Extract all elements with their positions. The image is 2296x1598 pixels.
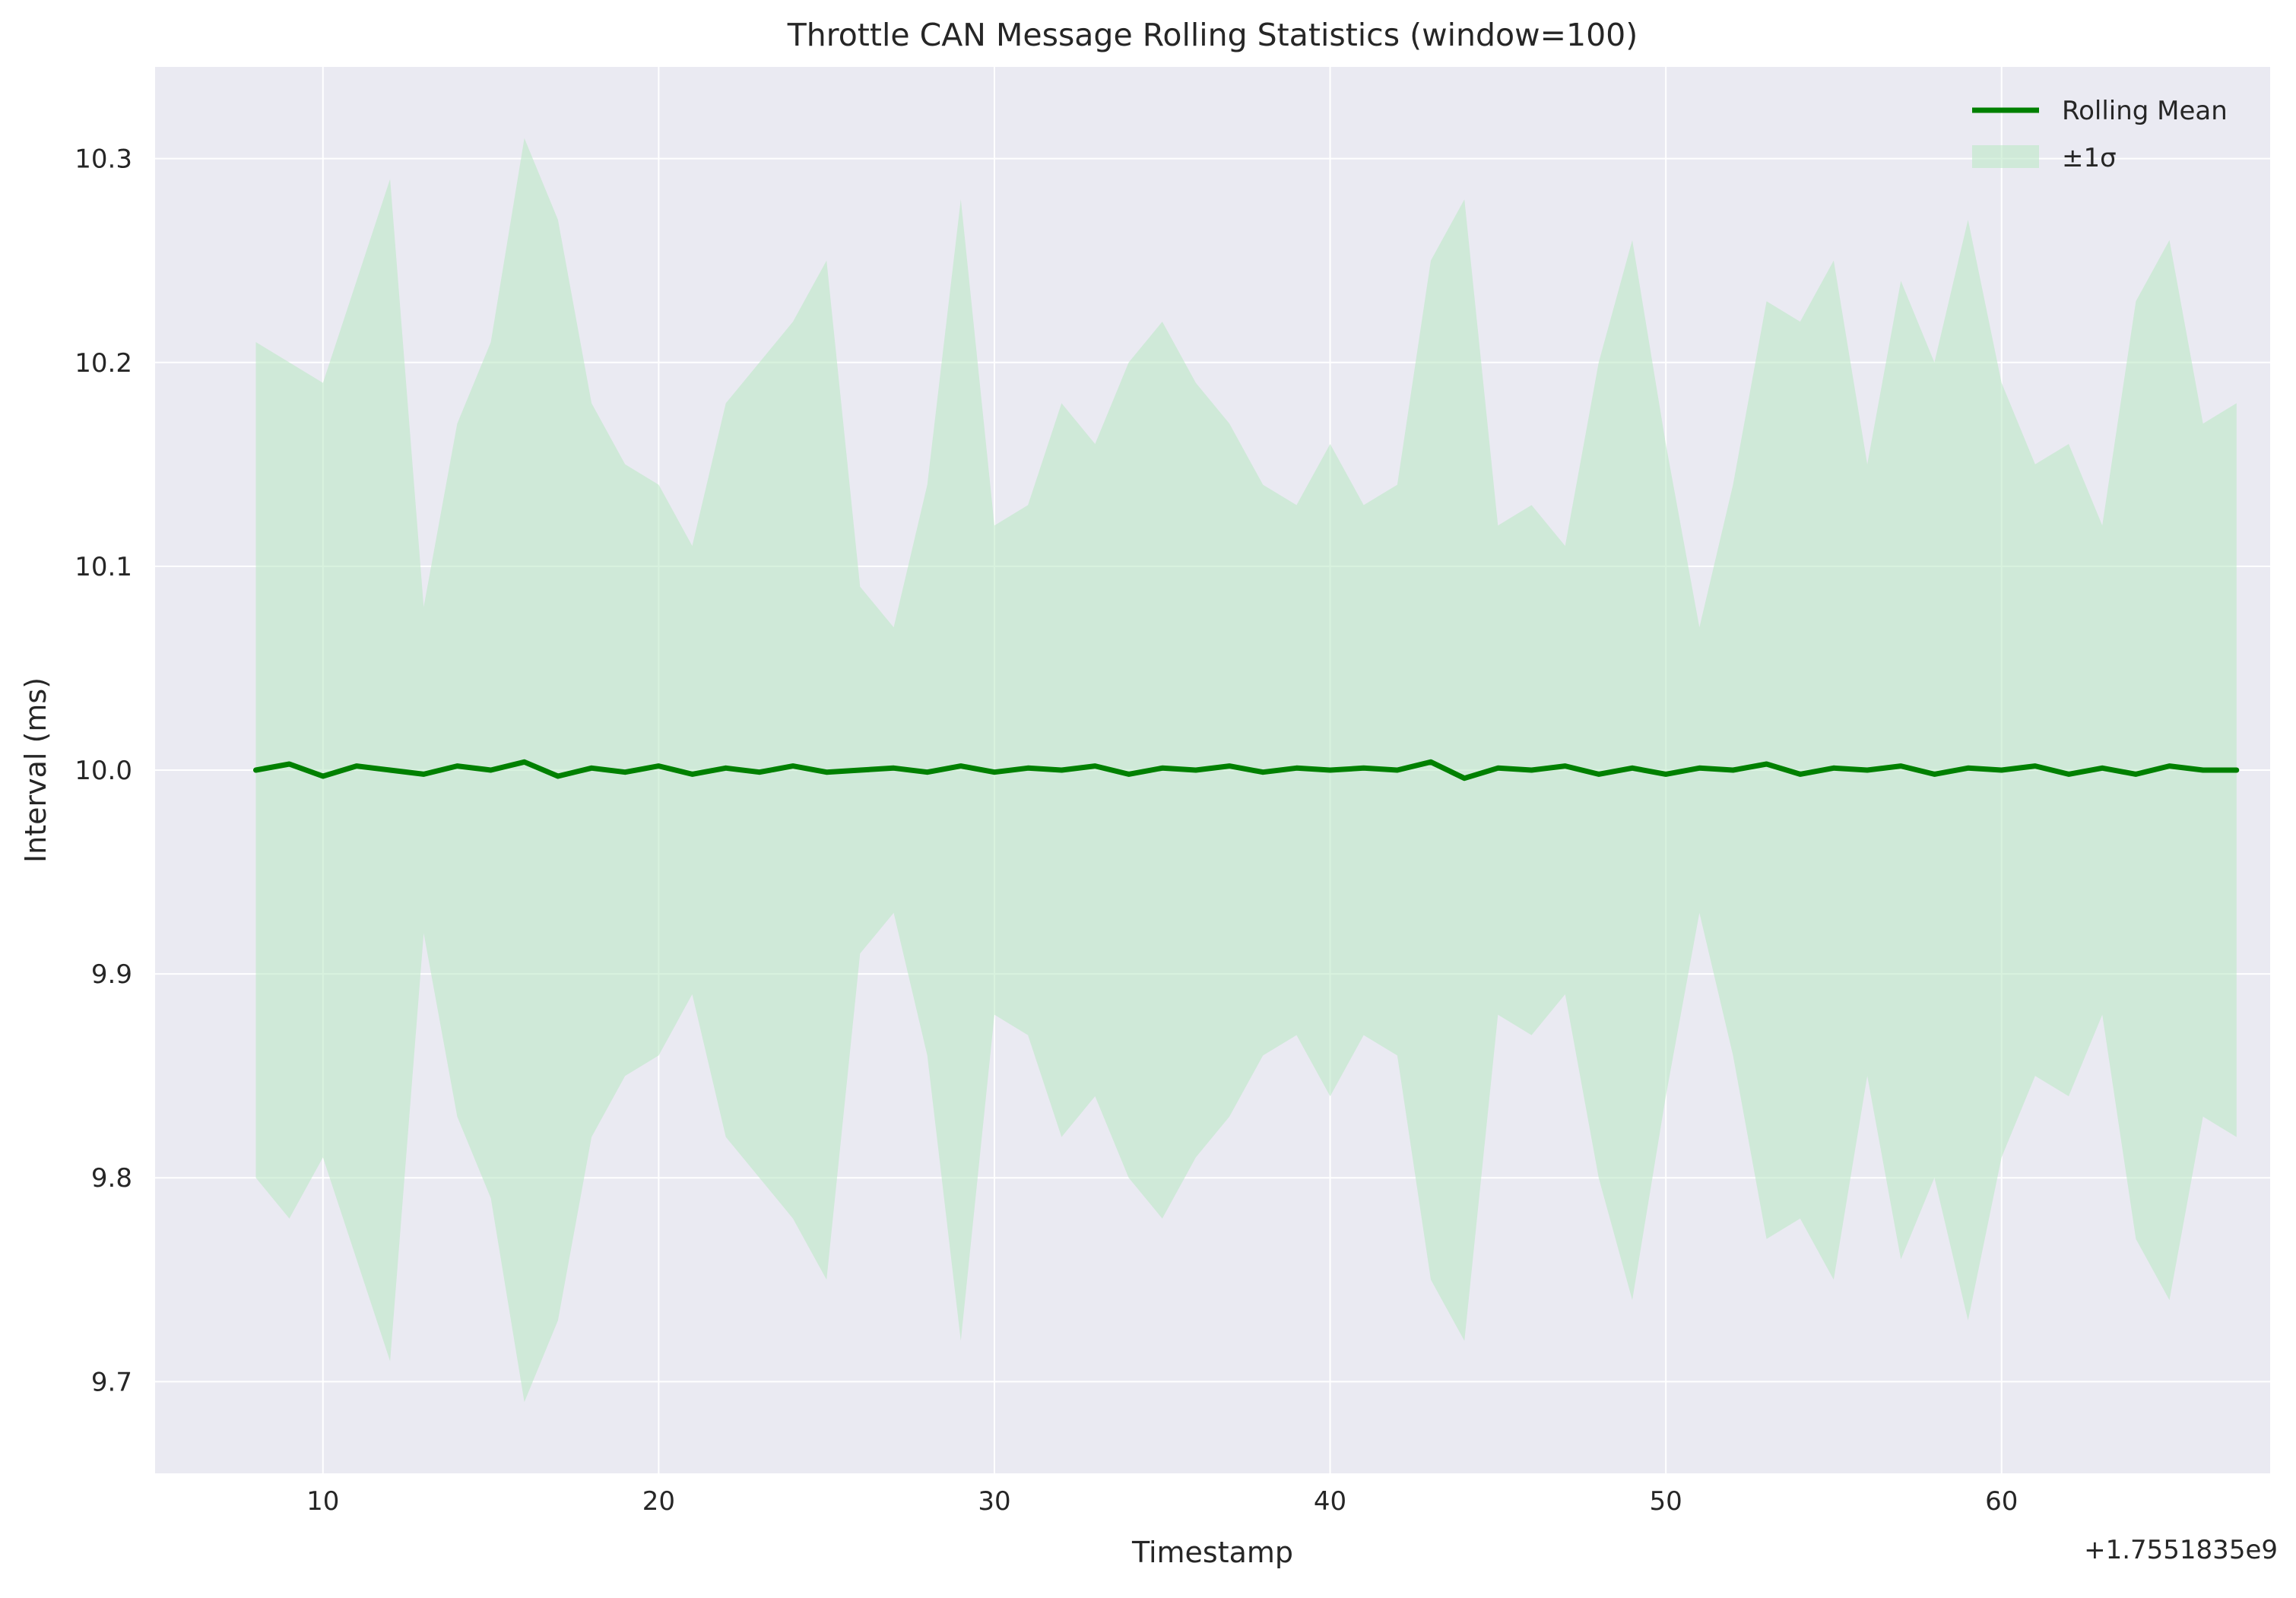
x-tick-label: 40 <box>1314 1486 1346 1517</box>
x-axis-offset-label: +1.7551835e9 <box>2084 1535 2278 1565</box>
x-axis-label: Timestamp <box>1131 1536 1293 1569</box>
legend: Rolling Mean ±1σ <box>1972 96 2228 173</box>
y-tick-label: 10.1 <box>75 552 132 582</box>
rolling-mean-line <box>253 759 2240 782</box>
y-tick-label: 9.7 <box>91 1367 132 1397</box>
y-tick-label: 10.3 <box>75 144 132 175</box>
x-tick-label: 50 <box>1650 1486 1682 1517</box>
y-tick-label: 9.9 <box>91 959 132 990</box>
y-tick-label: 10.0 <box>75 756 132 786</box>
chart-title: Throttle CAN Message Rolling Statistics … <box>787 17 1638 53</box>
legend-mean-label: Rolling Mean <box>2062 96 2228 126</box>
x-tick-label: 60 <box>1985 1486 2018 1517</box>
y-axis-label: Interval (ms) <box>19 677 52 863</box>
mean-line-layer <box>253 759 2240 782</box>
legend-band-swatch <box>1972 145 2039 168</box>
y-tick-label: 9.8 <box>91 1163 132 1194</box>
x-tick-label: 20 <box>642 1486 675 1517</box>
legend-band-label: ±1σ <box>2062 143 2117 173</box>
x-tick-label: 10 <box>306 1486 339 1517</box>
x-tick-label: 30 <box>978 1486 1010 1517</box>
y-tick-label: 10.2 <box>75 348 132 379</box>
tick-labels: 10 20 30 40 50 60 9.7 9.8 9.9 10.0 10.1 10.2 10.3 <box>75 144 2018 1517</box>
